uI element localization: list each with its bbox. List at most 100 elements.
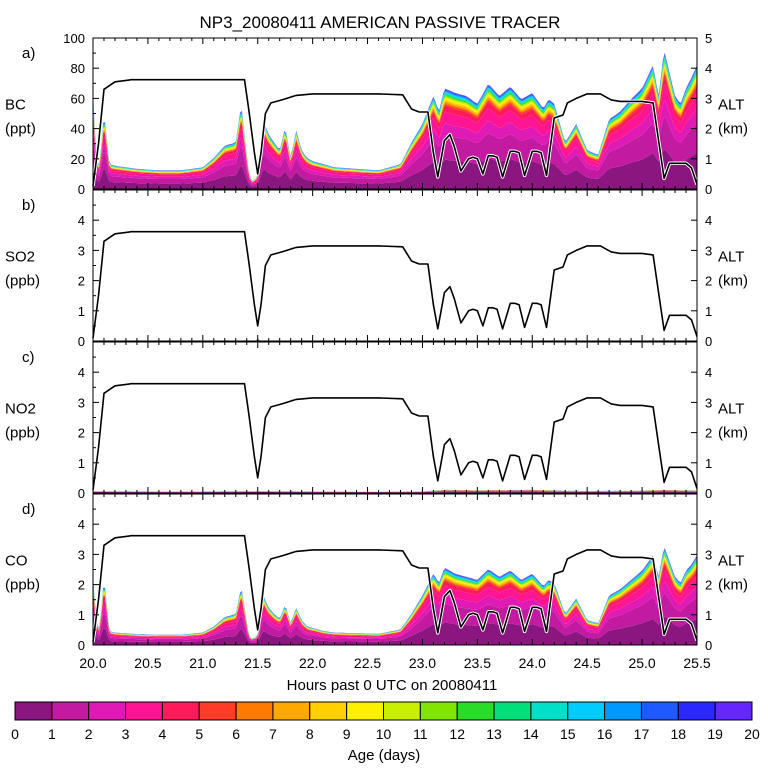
alt-tick-label: 3 [705, 243, 712, 258]
colorbar-swatch [677, 701, 716, 721]
alt-unit-label: (km) [718, 425, 748, 442]
alt-tick-label: 2 [705, 426, 712, 441]
alt-tick-label: 2 [705, 578, 712, 593]
colorbar-swatch [567, 701, 606, 721]
colorbar-tick-label: 12 [449, 726, 465, 742]
altitude-line [92, 534, 698, 643]
alt-tick-label: 3 [705, 547, 712, 562]
colorbar-tick-label: 13 [486, 726, 502, 742]
panel-letter: d) [22, 501, 35, 518]
chart-panels: 020406080100012345a)BC(ppt)ALT(km)012340… [5, 31, 748, 671]
age-band-7-8 [93, 490, 697, 492]
alt-unit-label: (km) [718, 273, 748, 290]
colorbar-tick-label: 9 [343, 726, 351, 742]
alt-tick-label: 3 [705, 91, 712, 106]
alt-axis-label: ALT [718, 97, 744, 114]
x-tick-label: 21.5 [244, 655, 271, 671]
colorbar-tick-label: 16 [597, 726, 613, 742]
colorbar-swatch [714, 701, 753, 721]
colorbar-tick-label: 2 [85, 726, 93, 742]
age-band-1-2 [93, 593, 697, 644]
alt-axis-label: ALT [718, 249, 744, 266]
altitude-line [92, 230, 698, 339]
alt-tick-label: 4 [705, 213, 712, 228]
colorbar-label: Age (days) [348, 747, 421, 764]
unit-label: (ppb) [5, 577, 40, 594]
alt-tick-label: 1 [705, 608, 712, 623]
species-label: BC [5, 97, 26, 114]
colorbar-tick-label: 6 [232, 726, 240, 742]
panel-letter: b) [22, 197, 35, 214]
colorbar-tick-label: 17 [634, 726, 650, 742]
y-tick-label: 3 [78, 395, 85, 410]
age-band-2-3 [93, 491, 697, 493]
colorbar-tick-label: 1 [48, 726, 56, 742]
alt-tick-label: 0 [705, 182, 712, 197]
y-tick-label: 2 [78, 426, 85, 441]
alt-tick-label: 2 [705, 122, 712, 137]
species-label: SO2 [5, 249, 35, 266]
alt-tick-label: 4 [705, 517, 712, 532]
y-tick-label: 3 [78, 243, 85, 258]
panel-letter: c) [22, 349, 35, 366]
colorbar-tick-label: 4 [159, 726, 167, 742]
y-tick-label: 40 [71, 122, 85, 137]
alt-tick-label: 1 [705, 304, 712, 319]
x-tick-label: 23.0 [409, 655, 436, 671]
panel-frame [92, 341, 698, 494]
y-tick-label: 4 [78, 213, 85, 228]
alt-axis-label: ALT [718, 553, 744, 570]
unit-label: (ppb) [5, 273, 40, 290]
x-tick-label: 20.0 [79, 655, 106, 671]
y-tick-label: 20 [71, 152, 85, 167]
colorbar-tick-label: 14 [523, 726, 539, 742]
colorbar-swatch [309, 701, 348, 721]
age-band-1-2 [93, 115, 697, 187]
y-tick-label: 60 [71, 91, 85, 106]
colorbar-swatch [272, 701, 311, 721]
y-tick-label: 1 [78, 304, 85, 319]
age-band-0-1 [93, 149, 697, 189]
chart-title: NP3_20080411 AMERICAN PASSIVE TRACER [200, 13, 561, 32]
colorbar-tick-label: 5 [195, 726, 203, 742]
x-tick-label: 20.5 [134, 655, 161, 671]
altitude-line [92, 78, 698, 187]
age-band-1-2 [93, 491, 697, 493]
colorbar-swatch [51, 701, 90, 721]
y-tick-label: 1 [78, 456, 85, 471]
y-tick-label: 80 [71, 61, 85, 76]
x-tick-label: 24.5 [574, 655, 601, 671]
y-tick-label: 0 [78, 486, 85, 501]
x-tick-label: 23.5 [464, 655, 491, 671]
colorbar-tick-label: 10 [376, 726, 392, 742]
colorbar-swatch [640, 701, 679, 721]
colorbar-tick-label: 19 [707, 726, 723, 742]
y-tick-label: 2 [78, 274, 85, 289]
x-tick-label: 24.0 [519, 655, 546, 671]
alt-tick-label: 3 [705, 395, 712, 410]
x-tick-label: 22.0 [299, 655, 326, 671]
alt-tick-label: 5 [705, 31, 712, 46]
age-band-0-1 [93, 616, 697, 645]
alt-tick-label: 4 [705, 365, 712, 380]
alt-tick-label: 1 [705, 152, 712, 167]
altitude-line [92, 382, 698, 491]
alt-tick-label: 0 [705, 638, 712, 653]
x-tick-label: 21.0 [189, 655, 216, 671]
colorbar-tick-label: 20 [744, 726, 760, 742]
y-tick-label: 0 [78, 182, 85, 197]
alt-tick-label: 0 [705, 334, 712, 349]
y-tick-label: 1 [78, 608, 85, 623]
colorbar-swatch [88, 701, 127, 721]
colorbar-swatch [493, 701, 532, 721]
y-tick-label: 0 [78, 638, 85, 653]
age-band-3-4 [93, 490, 697, 493]
alt-tick-label: 4 [705, 61, 712, 76]
unit-label: (ppt) [5, 121, 36, 138]
colorbar-swatch [125, 701, 163, 721]
y-tick-label: 100 [63, 31, 85, 46]
panel-so2: 0 1 2 3 4 0 1 2 3 4 b) SO2 (ppb) ALT (km) [5, 189, 748, 349]
y-tick-label: 4 [78, 517, 85, 532]
colorbar-tick-label: 7 [269, 726, 277, 742]
